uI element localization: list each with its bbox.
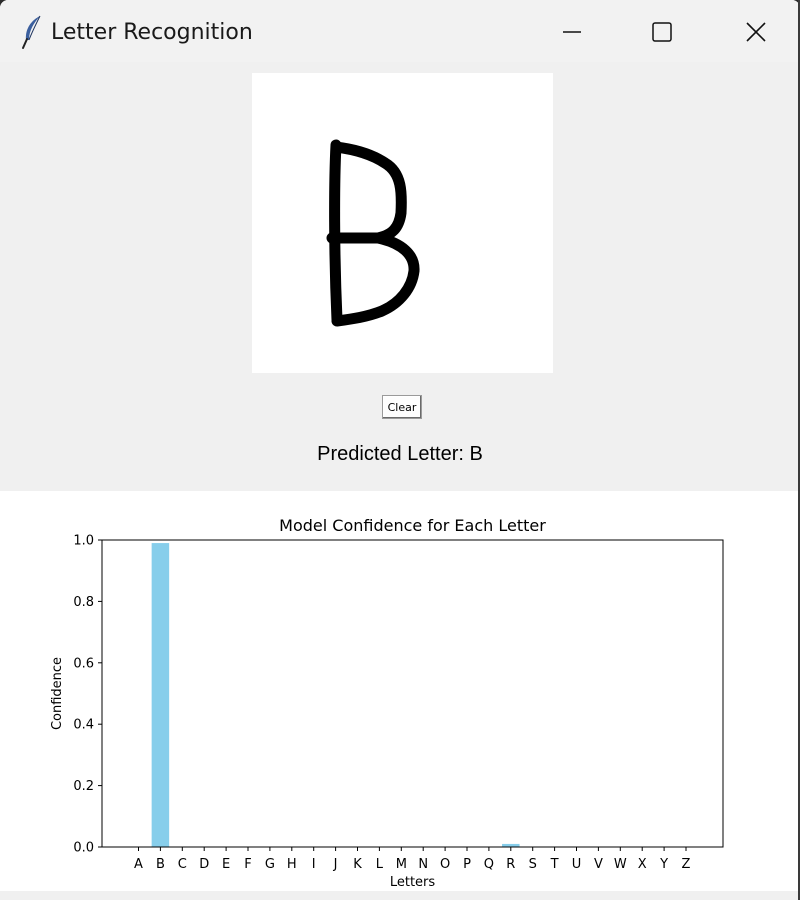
x-tick-label: T <box>550 857 559 872</box>
x-tick-label: X <box>638 857 647 872</box>
x-tick-label: M <box>396 857 407 872</box>
x-tick-label: A <box>134 857 143 872</box>
y-tick-label: 0.2 <box>73 779 94 794</box>
minimize-button[interactable] <box>549 12 595 52</box>
x-axis-label: Letters <box>390 875 436 890</box>
x-tick-label: K <box>353 857 362 872</box>
x-tick-label: C <box>178 857 187 872</box>
prediction-text: Predicted Letter: B <box>0 443 800 466</box>
maximize-button[interactable] <box>639 12 685 52</box>
x-tick-label: W <box>614 857 627 872</box>
y-tick-label: 0.0 <box>73 841 94 856</box>
x-tick-label: V <box>594 857 603 872</box>
window-title: Letter Recognition <box>51 20 253 45</box>
window-edge <box>798 0 800 900</box>
bar-B <box>151 543 170 847</box>
close-button[interactable] <box>733 12 779 52</box>
bar-R <box>502 843 520 847</box>
x-tick-label: N <box>418 857 428 872</box>
x-tick-label: B <box>156 857 165 872</box>
close-icon <box>746 22 766 42</box>
chart-panel <box>0 491 800 891</box>
y-tick-label: 0.6 <box>73 656 94 671</box>
y-axis-label: Confidence <box>50 657 65 730</box>
drawing-canvas[interactable] <box>252 73 553 373</box>
x-tick-label: E <box>222 857 230 872</box>
minimize-icon <box>563 31 581 33</box>
confidence-chart: 0.0 0.2 0.4 0.6 0.8 1.0 A B C D E F G H I J K L M N O P Q R S T U V… <box>50 516 724 890</box>
x-tick-label: D <box>199 857 209 872</box>
y-tick-label: 1.0 <box>73 534 94 549</box>
x-tick-label: P <box>463 857 471 872</box>
y-tick-label: 0.8 <box>73 595 94 610</box>
title-bar[interactable]: Letter Recognition <box>0 0 800 62</box>
x-tick-label: I <box>312 857 316 872</box>
x-tick-label: O <box>440 857 450 872</box>
plot-frame <box>101 539 724 848</box>
x-tick-label: F <box>244 857 251 872</box>
x-tick-label: Z <box>682 857 691 872</box>
prediction-label: Predicted Letter: <box>317 443 470 465</box>
x-tick-label: L <box>376 857 384 872</box>
prediction-value: B <box>469 443 483 465</box>
drawn-letter-stroke <box>326 139 420 327</box>
feather-icon <box>22 15 41 49</box>
window-bottom-border <box>0 891 800 900</box>
x-tick-label: H <box>287 857 297 872</box>
chart-title: Model Confidence for Each Letter <box>279 516 546 535</box>
x-tick-label: S <box>529 857 537 872</box>
x-tick-label: Y <box>659 857 668 872</box>
x-tick-label: G <box>265 857 275 872</box>
x-tick-label: U <box>572 857 582 872</box>
clear-button[interactable]: Clear <box>382 395 422 419</box>
x-tick-label: R <box>506 857 515 872</box>
x-tick-label: J <box>333 857 338 872</box>
maximize-icon <box>652 22 672 42</box>
y-tick-label: 0.4 <box>73 718 94 733</box>
x-tick-label: Q <box>484 857 494 872</box>
